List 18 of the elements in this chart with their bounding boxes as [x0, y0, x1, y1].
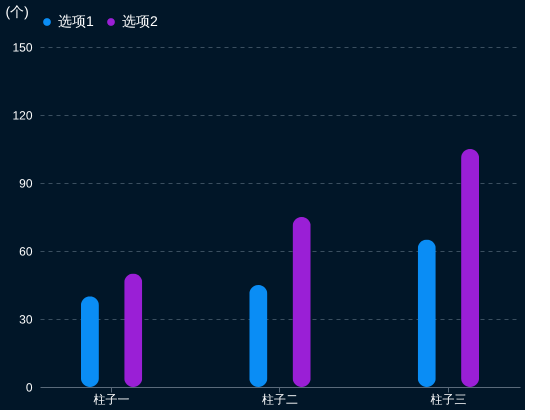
x-tick-label: 柱子三 [430, 392, 466, 406]
y-axis-title: (个) [6, 4, 29, 20]
bar [461, 149, 480, 387]
bar [292, 217, 311, 387]
bar [418, 240, 436, 387]
bar [124, 274, 142, 387]
bar [80, 296, 99, 387]
legend-label: 选项2 [122, 13, 158, 29]
bar [249, 285, 268, 387]
x-tick-label: 柱子二 [262, 392, 298, 406]
y-tick-label: 0 [26, 380, 33, 394]
y-tick-label: 60 [19, 244, 33, 258]
y-tick-label: 90 [19, 176, 33, 190]
legend-label: 选项1 [58, 13, 94, 29]
y-tick-label: 120 [12, 108, 33, 122]
y-tick-label: 150 [12, 40, 33, 54]
x-tick-label: 柱子一 [94, 392, 130, 406]
y-tick-label: 30 [19, 312, 33, 326]
